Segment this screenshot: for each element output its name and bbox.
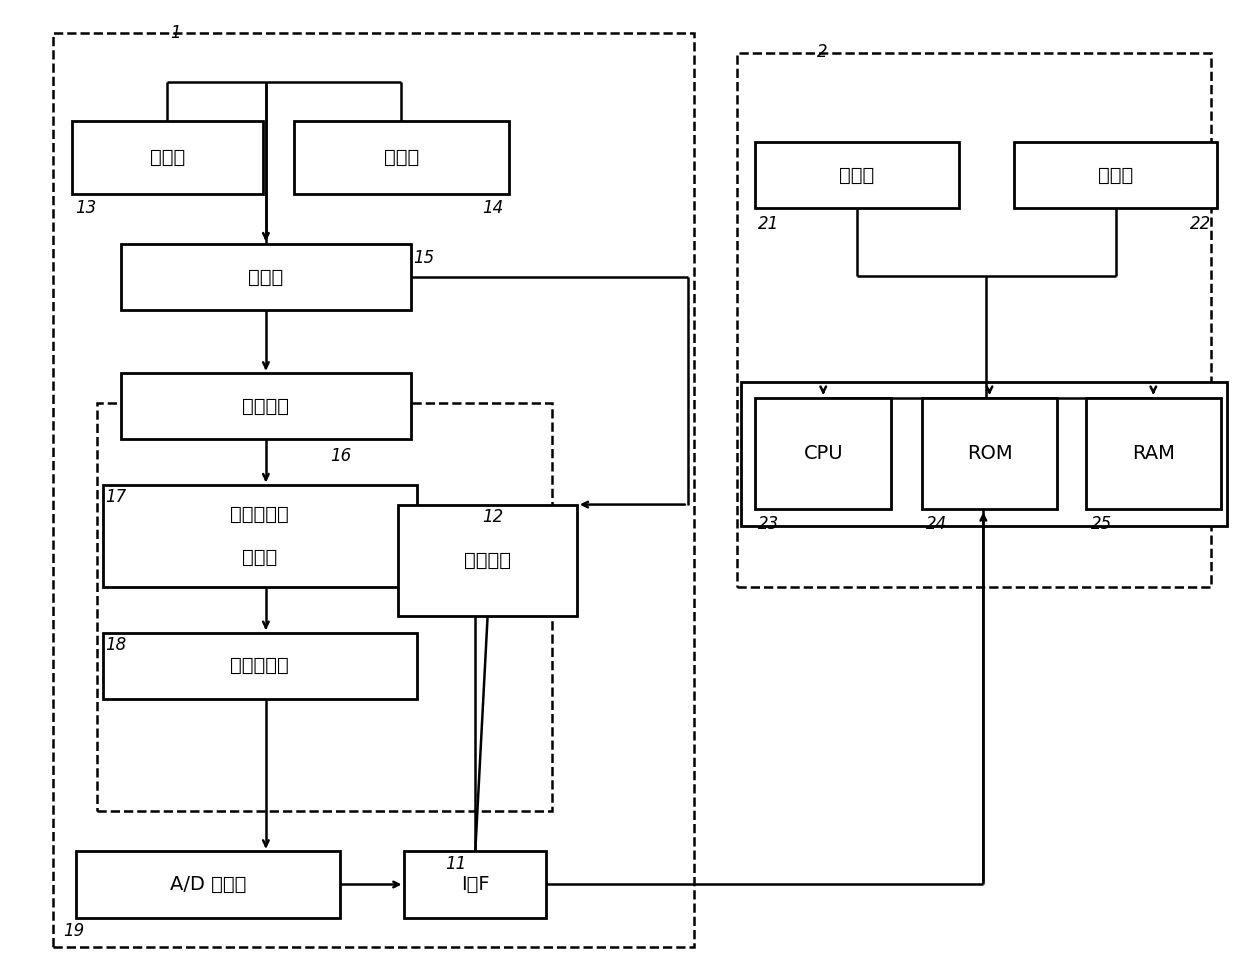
Text: 23: 23: [758, 515, 779, 533]
Text: 显示部: 显示部: [1099, 166, 1133, 184]
Text: 2: 2: [817, 43, 827, 61]
Text: 19: 19: [63, 922, 84, 941]
Text: 1: 1: [170, 24, 181, 41]
Bar: [1085, 398, 1221, 510]
Text: CPU: CPU: [804, 444, 843, 464]
Text: I／F: I／F: [461, 875, 490, 894]
Bar: [103, 633, 417, 699]
Text: 负压泵: 负压泵: [383, 148, 419, 167]
Bar: [103, 485, 417, 587]
Text: 14: 14: [482, 200, 503, 218]
Text: 切换阀: 切换阀: [248, 268, 284, 287]
Bar: [740, 382, 1228, 526]
Bar: [398, 505, 577, 616]
Text: 控制电路: 控制电路: [464, 551, 511, 570]
Bar: [755, 142, 959, 208]
Bar: [53, 33, 694, 947]
Text: 加压泵: 加压泵: [150, 148, 185, 167]
Bar: [97, 403, 552, 810]
Text: 25: 25: [1090, 515, 1112, 533]
Text: 传感器: 传感器: [242, 548, 278, 567]
Text: 18: 18: [105, 636, 126, 654]
Bar: [122, 244, 410, 311]
Text: 11: 11: [445, 856, 466, 873]
Text: 半导体压力: 半导体压力: [231, 506, 289, 524]
Text: 13: 13: [76, 200, 97, 218]
Bar: [76, 852, 341, 917]
Text: 12: 12: [482, 509, 503, 526]
Text: 操作部: 操作部: [839, 166, 874, 184]
Text: 21: 21: [758, 215, 779, 233]
Bar: [737, 53, 1211, 587]
Text: 24: 24: [925, 515, 946, 533]
Text: 按压袖袋: 按压袖袋: [242, 397, 289, 416]
Bar: [72, 121, 263, 194]
Text: RAM: RAM: [1132, 444, 1174, 464]
Bar: [1014, 142, 1218, 208]
Text: 16: 16: [331, 447, 352, 465]
Bar: [294, 121, 510, 194]
Text: 17: 17: [105, 488, 126, 506]
Text: 22: 22: [1190, 215, 1211, 233]
Bar: [122, 373, 410, 439]
Bar: [755, 398, 892, 510]
Text: 多路调制器: 多路调制器: [231, 657, 289, 675]
Text: 15: 15: [413, 249, 434, 267]
Bar: [921, 398, 1058, 510]
Text: A/D 转换器: A/D 转换器: [170, 875, 247, 894]
Bar: [404, 852, 546, 917]
Text: ROM: ROM: [967, 444, 1012, 464]
